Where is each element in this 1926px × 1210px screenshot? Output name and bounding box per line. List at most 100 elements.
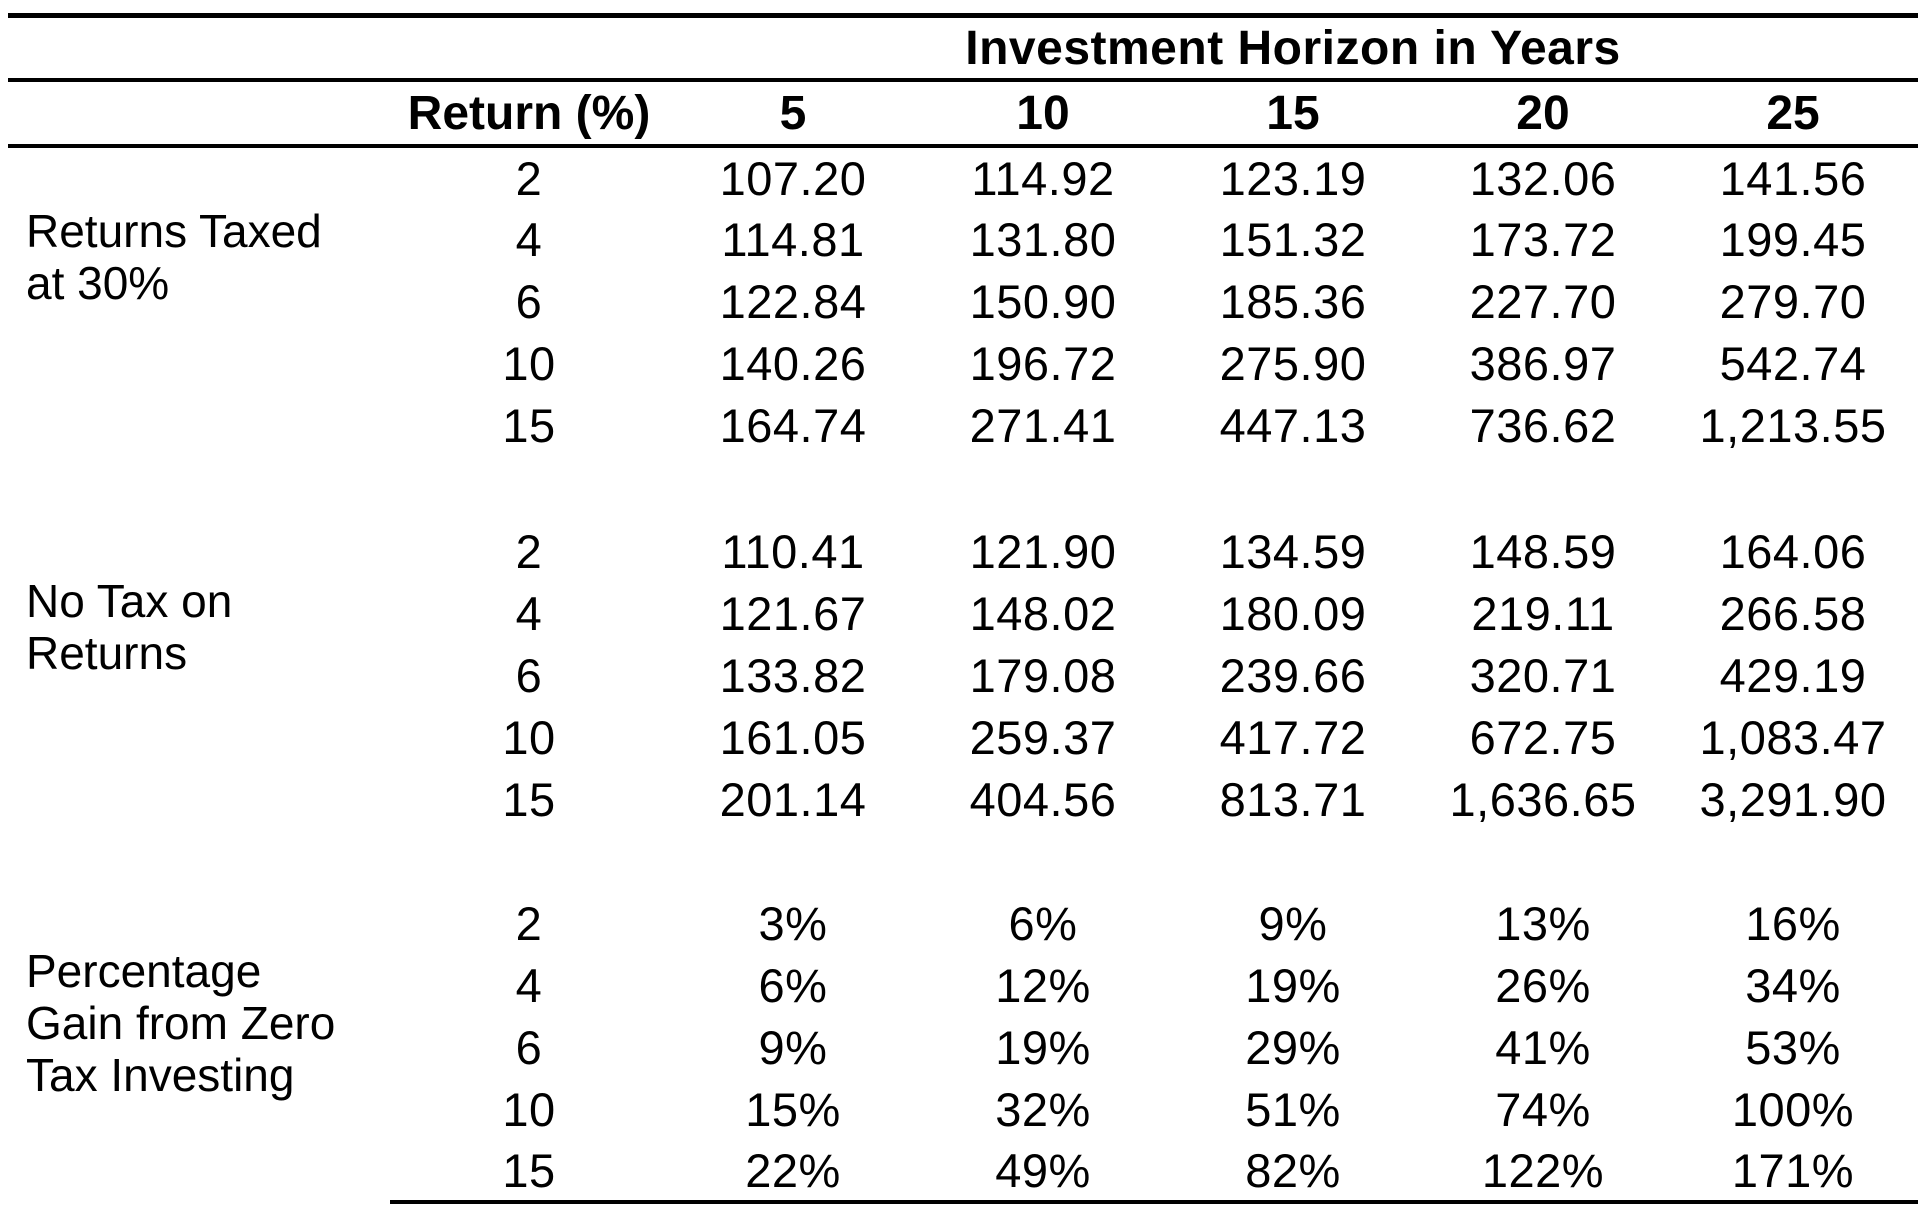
return-rate-cell: 6 — [515, 648, 543, 702]
return-rate-cell: 10 — [502, 710, 556, 764]
data-cell: 196.72 — [969, 336, 1117, 390]
year-header-25: 25 — [1668, 80, 1919, 148]
data-cell: 672.75 — [1469, 710, 1617, 764]
data-cell: 6% — [758, 958, 828, 1012]
return-column-header: Return (%) — [390, 80, 668, 148]
section-label-text: No Tax on Returns — [26, 575, 233, 679]
section-label-text: Returns Taxed at 30% — [26, 205, 322, 309]
year-header-15: 15 — [1168, 80, 1418, 148]
data-cell: 49% — [918, 1140, 1168, 1204]
data-cell: 813.71 — [1219, 772, 1367, 826]
data-cell: 121.90 — [969, 524, 1117, 578]
column-header-row: Return (%) 5 10 15 20 25 — [8, 80, 1919, 148]
data-cell: 121.67 — [719, 586, 867, 640]
data-cell: 320.71 — [1469, 648, 1617, 702]
data-cell: 114.81 — [721, 212, 865, 266]
data-cell: 429.19 — [1719, 648, 1867, 702]
data-cell: 6% — [1008, 896, 1078, 950]
data-cell: 148.02 — [969, 586, 1117, 640]
table-row: 4 114.81 131.80 151.32 173.72 199.45 — [8, 208, 1918, 270]
data-cell: 9% — [758, 1020, 828, 1074]
data-cell: 1,636.65 — [1449, 772, 1637, 826]
return-rate-cell: 15 — [502, 772, 556, 826]
year-header-10: 10 — [918, 80, 1168, 148]
data-cell: 148.59 — [1469, 524, 1617, 578]
year-header-5: 5 — [668, 80, 918, 148]
table-row: 4 6% 12% 19% 26% 34% — [8, 954, 1918, 1016]
return-rate-cell: 6 — [515, 274, 543, 328]
data-cell: 140.26 — [719, 336, 867, 390]
table-row: 6 122.84 150.90 185.36 227.70 279.70 — [8, 270, 1918, 332]
section-label-returns-taxed: Returns Taxed at 30% — [8, 146, 390, 456]
data-cell: 51% — [1245, 1082, 1341, 1136]
data-cell: 266.58 — [1719, 586, 1867, 640]
data-cell: 199.45 — [1719, 212, 1867, 266]
data-cell: 133.82 — [719, 648, 867, 702]
section-label-text: Percentage Gain from Zero Tax Investing — [26, 945, 336, 1101]
data-cell: 141.56 — [1719, 151, 1867, 205]
data-cell: 227.70 — [1469, 274, 1617, 328]
data-cell: 179.08 — [969, 648, 1117, 702]
data-cell: 239.66 — [1219, 648, 1367, 702]
data-cell: 185.36 — [1219, 274, 1367, 328]
return-rate-cell: 10 — [502, 1082, 556, 1136]
data-cell: 417.72 — [1219, 710, 1367, 764]
data-cell: 386.97 — [1469, 336, 1617, 390]
data-cell: 110.41 — [721, 524, 865, 578]
data-cell: 3,291.90 — [1699, 772, 1887, 826]
table-row: 10 15% 32% 51% 74% 100% — [8, 1078, 1918, 1140]
section-label-no-tax: No Tax on Returns — [8, 520, 390, 830]
data-cell: 404.56 — [969, 772, 1117, 826]
table-row: Returns Taxed at 30% 2 107.20 114.92 123… — [8, 146, 1918, 310]
data-cell: 16% — [1745, 896, 1841, 950]
data-cell: 26% — [1495, 958, 1591, 1012]
data-cell: 19% — [995, 1020, 1091, 1074]
data-cell: 279.70 — [1719, 274, 1867, 328]
data-cell: 3% — [758, 896, 828, 950]
table-row: No Tax on Returns 2 110.41 121.90 134.59… — [8, 520, 1918, 680]
data-cell: 82% — [1168, 1140, 1418, 1204]
data-cell: 447.13 — [1219, 398, 1367, 452]
data-cell: 173.72 — [1469, 212, 1617, 266]
table-row: Percentage Gain from Zero Tax Investing … — [8, 892, 1918, 1102]
table-row: 15 201.14 404.56 813.71 1,636.65 3,291.9… — [8, 768, 1918, 830]
table-row: 10 161.05 259.37 417.72 672.75 1,083.47 — [8, 706, 1918, 768]
table-row: 6 133.82 179.08 239.66 320.71 429.19 — [8, 644, 1918, 706]
return-rate-cell: 4 — [515, 212, 543, 266]
return-rate-cell: 2 — [515, 896, 543, 950]
data-cell: 34% — [1745, 958, 1841, 1012]
data-cell: 1,083.47 — [1699, 710, 1887, 764]
data-cell: 22% — [668, 1140, 918, 1204]
data-cell: 19% — [1245, 958, 1341, 1012]
data-cell: 13% — [1495, 896, 1591, 950]
data-cell: 132.06 — [1469, 151, 1617, 205]
data-cell: 114.92 — [971, 151, 1115, 205]
data-cell: 542.74 — [1719, 336, 1867, 390]
return-rate-cell: 15 — [390, 1140, 668, 1204]
data-cell: 122% — [1418, 1140, 1668, 1204]
data-cell: 161.05 — [719, 710, 867, 764]
group-header: Investment Horizon in Years — [668, 13, 1919, 82]
return-rate-cell: 10 — [502, 336, 556, 390]
table-row: 4 121.67 148.02 180.09 219.11 266.58 — [8, 582, 1918, 644]
data-cell: 107.20 — [719, 151, 867, 205]
data-cell: 736.62 — [1469, 398, 1617, 452]
data-cell: 122.84 — [719, 274, 867, 328]
data-cell: 201.14 — [719, 772, 867, 826]
return-rate-cell: 2 — [515, 151, 543, 205]
table-row: 15 164.74 271.41 447.13 736.62 1,213.55 — [8, 394, 1918, 456]
data-cell: 171% — [1668, 1140, 1919, 1204]
data-cell: 271.41 — [969, 398, 1117, 452]
data-cell: 275.90 — [1219, 336, 1367, 390]
section-spacer — [8, 456, 1918, 520]
table-row: 15 22% 49% 82% 122% 171% — [8, 1140, 1919, 1204]
section-label-percentage-gain: Percentage Gain from Zero Tax Investing — [8, 892, 390, 1202]
data-cell: 219.11 — [1471, 586, 1615, 640]
table-row: 6 9% 19% 29% 41% 53% — [8, 1016, 1918, 1078]
return-rate-cell: 6 — [515, 1020, 543, 1074]
label-column-spacer — [8, 80, 390, 148]
data-cell: 259.37 — [969, 710, 1117, 764]
data-cell: 180.09 — [1219, 586, 1367, 640]
data-cell: 123.19 — [1219, 151, 1367, 205]
